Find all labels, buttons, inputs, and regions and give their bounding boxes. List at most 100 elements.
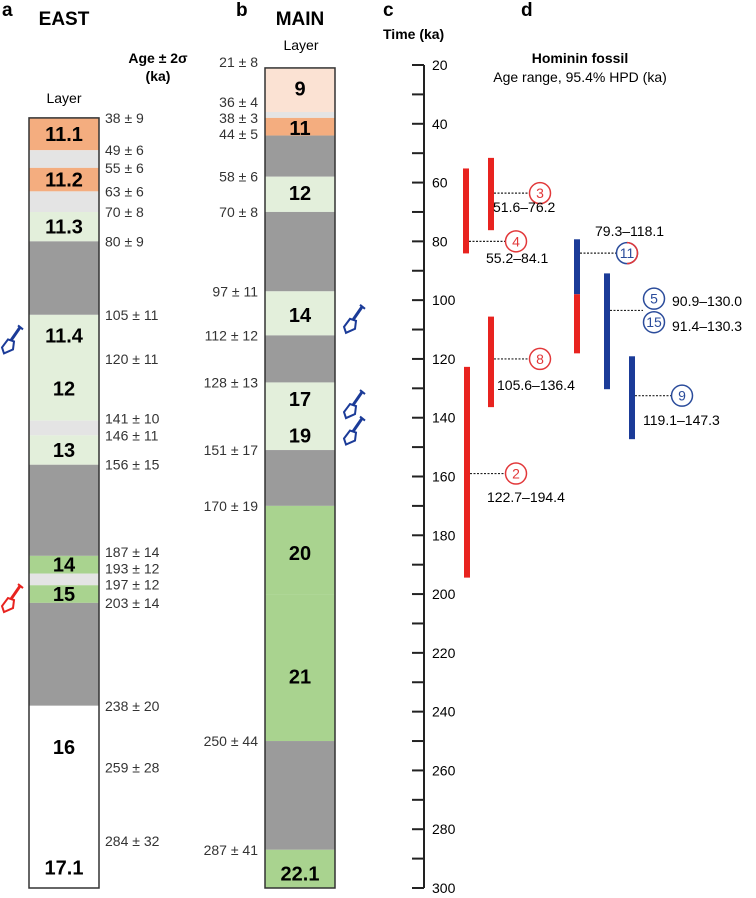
fossil-id-circle (528, 347, 552, 371)
fossil-id-circle-half (626, 241, 639, 265)
fossil-9: 9 119.1–147.3 (629, 356, 720, 440)
panel-label-a: a (2, 0, 13, 21)
east-layer-band (29, 464, 99, 556)
east-layer-label: 15 (53, 584, 75, 606)
main-age-label: 97 ± 11 (212, 283, 258, 299)
main-layer-band (265, 741, 335, 850)
east-layer-label: 12 (53, 378, 75, 400)
main-layer-label: 11 (289, 118, 310, 140)
fossil-id-circle (504, 462, 528, 485)
axis-tick-label: 300 (432, 880, 456, 896)
main-age-label: 36 ± 4 (219, 94, 258, 110)
east-age-label: 120 ± 11 (105, 351, 159, 367)
east-age-label: 38 ± 9 (105, 110, 144, 126)
fossil-id: 5 (650, 291, 658, 307)
trowel-icon (0, 583, 24, 614)
fossil-id-circle (528, 181, 552, 205)
east-stratigraphic-column: 11.1 11.2 11.3 11.4 12 13 14 15 16 17.1 38 ± 9 49 ±… (0, 110, 160, 889)
main-layer-band (265, 382, 335, 451)
age-range-bar (574, 239, 580, 295)
fossil-id: 9 (678, 388, 686, 404)
fossil-age-range-label: 55.2–84.1 (486, 250, 548, 266)
panel-label-b: b (236, 0, 248, 21)
axis-tick-label: 100 (432, 292, 456, 308)
age-range-bar (488, 316, 494, 408)
east-age-label: 63 ± 6 (105, 183, 144, 199)
main-stratigraphic-column: 9 11 12 14 17 19 20 21 22.1 21 ± 8 36 ± 438 ± 344 … (204, 54, 366, 889)
panel-label-d: d (521, 0, 533, 21)
main-age-label: 21 ± 8 (219, 54, 258, 70)
fossil-id: 3 (536, 185, 544, 201)
east-age-label: 70 ± 8 (105, 204, 144, 220)
east-layer-label: 11.1 (45, 124, 83, 146)
age-heading: Age ± 2σ (128, 50, 188, 66)
east-layer-band (29, 117, 99, 151)
east-layer-band (29, 602, 99, 706)
axis-tick-label: 200 (432, 586, 456, 602)
main-age-label: 38 ± 3 (219, 110, 258, 126)
east-layer-band (29, 420, 99, 436)
trowel-icon (342, 304, 366, 335)
east-age-label: 187 ± 14 (105, 544, 160, 560)
fossil-age-range-label: 90.9–130.0 (672, 293, 742, 309)
fossil-age-range-label: 122.7–194.4 (487, 489, 565, 505)
fossil-id: 15 (646, 314, 662, 330)
time-axis: 20 40 60 80 100 120 140 160 180 200 220 240 260 280 30… (412, 57, 456, 896)
axis-tick-label: 220 (432, 645, 456, 661)
east-layer-band (29, 573, 99, 586)
fossil-id: 2 (512, 466, 520, 482)
east-layer-band (29, 211, 99, 242)
main-layer-label: 20 (289, 543, 311, 565)
main-column-outline (264, 67, 336, 889)
age-range-bar (463, 168, 469, 254)
fossil-id-circle (504, 230, 528, 253)
east-layer-label: 17.1 (45, 857, 84, 879)
main-age-label: 112 ± 12 (205, 327, 259, 343)
main-layer-band (265, 335, 335, 383)
main-age-label: 287 ± 41 (204, 842, 259, 858)
main-layer-band (265, 176, 335, 212)
age-range-bar (629, 356, 635, 440)
east-layer-band (29, 150, 99, 168)
east-age-label: 55 ± 6 (105, 160, 144, 176)
main-layer-label: 22.1 (281, 863, 320, 885)
east-layer-label: 14 (53, 555, 76, 577)
axis-tick-label: 80 (432, 233, 448, 249)
trowel-icon (342, 415, 366, 446)
east-age-label: 193 ± 12 (105, 560, 160, 576)
main-layer-label: 17 (289, 389, 311, 411)
axis-tick-label: 140 (432, 410, 456, 426)
fossil-5-15: 5 90.9–130.0 15 91.4–130.3 (604, 273, 742, 390)
fossil-subtitle: Age range, 95.4% HPD (ka) (493, 69, 667, 85)
fossil-id-circle (642, 310, 666, 334)
east-layer-label: 13 (53, 440, 75, 462)
fossil-id: 8 (536, 351, 544, 367)
fossil-id-circle (670, 384, 694, 407)
axis-tick-label: 180 (432, 527, 456, 543)
main-layer-band (265, 594, 335, 742)
main-age-label: 128 ± 13 (204, 374, 259, 390)
east-layer-band (29, 314, 99, 421)
main-age-label: 170 ± 19 (204, 498, 259, 514)
east-layer-label: 11.3 (45, 217, 83, 239)
main-layer-band (265, 450, 335, 506)
east-layer-band (29, 167, 99, 192)
time-axis-title: Time (ka) (383, 26, 444, 42)
east-age-label: 105 ± 11 (105, 307, 159, 323)
main-layer-label: 9 (294, 79, 305, 101)
east-layer-band (29, 435, 99, 465)
east-layer-band (29, 585, 99, 603)
fossil-4: 455.2–84.1 (463, 168, 548, 266)
east-age-label: 259 ± 28 (105, 759, 160, 775)
axis-tick-label: 260 (432, 762, 456, 778)
main-age-label: 44 ± 5 (219, 126, 258, 142)
axis-tick-label: 60 (432, 175, 448, 191)
main-layer-band (265, 117, 335, 136)
fossil-age-range-label: 91.4–130.3 (672, 318, 742, 334)
main-layer-label: 14 (289, 305, 312, 327)
east-age-label: 197 ± 12 (105, 576, 160, 592)
east-layer-heading: Layer (46, 90, 81, 106)
axis-tick-label: 20 (432, 57, 448, 73)
